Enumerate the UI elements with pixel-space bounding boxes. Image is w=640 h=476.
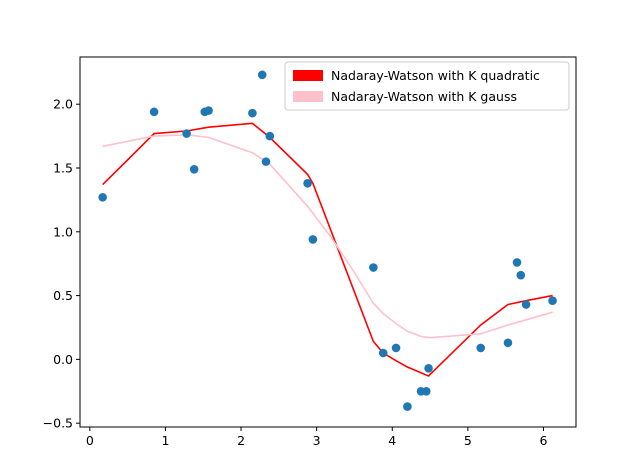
- y-tick-label-2: 0.5: [53, 288, 73, 303]
- scatter-point-19: [476, 343, 486, 353]
- y-axis: −0.5 0.0 0.5 1.0 1.5 2.0: [43, 97, 80, 431]
- y-tick-label-3: 1.0: [53, 224, 73, 239]
- y-tick-label-1: 0.0: [53, 352, 73, 367]
- scatter-point-18: [424, 364, 433, 373]
- series-line-0: [102, 122, 553, 377]
- scatter-point-2: [182, 129, 191, 138]
- x-tick-label-0: 0: [86, 433, 94, 448]
- legend-swatch-1: [293, 91, 323, 102]
- x-tick-label-5: 5: [464, 433, 472, 448]
- scatter-point-0: [98, 193, 107, 202]
- plot-frame: [79, 56, 577, 428]
- scatter-points: [98, 70, 557, 411]
- scatter-point-15: [403, 402, 412, 411]
- scatter-point-21: [512, 258, 522, 267]
- scatter-point-11: [308, 235, 318, 244]
- scatter-point-6: [248, 108, 257, 118]
- scatter-point-12: [369, 263, 378, 272]
- scatter-point-3: [189, 164, 199, 174]
- legend: Nadaray-Watson with K quadratic Nadaray-W…: [284, 61, 570, 111]
- scatter-point-13: [378, 348, 388, 358]
- scatter-point-10: [303, 179, 312, 188]
- scatter-point-24: [548, 296, 557, 305]
- scatter-point-23: [521, 300, 531, 309]
- legend-label-1: Nadaray-Watson with K gauss: [331, 89, 517, 104]
- scatter-point-8: [261, 157, 271, 166]
- legend-label-0: Nadaray-Watson with K quadratic: [331, 68, 540, 83]
- y-tick-label-0: −0.5: [43, 416, 73, 431]
- x-tick-label-3: 3: [313, 433, 321, 448]
- series-layer: [102, 122, 553, 377]
- legend-box: [284, 61, 570, 111]
- scatter-point-22: [516, 270, 526, 280]
- legend-swatch-0: [293, 70, 323, 81]
- x-axis: 0 1 2 3 4 5 6: [86, 427, 548, 448]
- scatter-point-20: [503, 338, 513, 348]
- x-tick-label-1: 1: [161, 433, 169, 448]
- x-tick-label-6: 6: [540, 433, 548, 448]
- scatter-point-5: [204, 106, 213, 115]
- scatter-point-9: [265, 131, 275, 141]
- x-tick-label-2: 2: [237, 433, 245, 448]
- scatter-point-17: [421, 386, 431, 396]
- y-tick-label-4: 1.5: [53, 161, 73, 176]
- y-tick-label-5: 2.0: [53, 97, 73, 112]
- x-tick-label-4: 4: [388, 433, 396, 448]
- scatter-point-7: [257, 70, 267, 80]
- scatter-point-1: [149, 107, 159, 117]
- series-line-1: [102, 134, 553, 339]
- scatter-point-14: [391, 343, 401, 353]
